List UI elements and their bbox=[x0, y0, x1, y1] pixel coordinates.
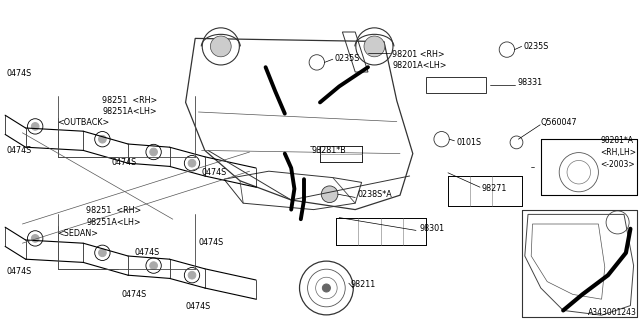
Circle shape bbox=[321, 186, 338, 203]
Text: 98251  <RH>: 98251 <RH> bbox=[102, 96, 157, 105]
Text: 98251  <RH>: 98251 <RH> bbox=[86, 206, 141, 215]
Text: A343001243: A343001243 bbox=[588, 308, 637, 317]
Text: 0474S: 0474S bbox=[134, 248, 159, 257]
Text: 0235S: 0235S bbox=[524, 42, 549, 51]
Text: 0101S: 0101S bbox=[456, 138, 481, 147]
Text: 98211: 98211 bbox=[351, 280, 376, 289]
Circle shape bbox=[188, 159, 196, 167]
Text: 0474S: 0474S bbox=[198, 238, 223, 247]
Text: 98301: 98301 bbox=[420, 224, 445, 233]
Circle shape bbox=[31, 123, 39, 130]
Text: 98331: 98331 bbox=[517, 78, 542, 87]
Text: 0474S: 0474S bbox=[6, 146, 31, 155]
Text: 98281*A
<RH,LH>
<-2003>: 98281*A <RH,LH> <-2003> bbox=[600, 136, 636, 169]
Circle shape bbox=[99, 249, 106, 257]
Text: 98281*B: 98281*B bbox=[312, 146, 346, 155]
Text: 0474S: 0474S bbox=[122, 290, 147, 299]
Circle shape bbox=[211, 36, 231, 57]
Text: 0474S: 0474S bbox=[186, 302, 211, 311]
Text: 98251A<LH>: 98251A<LH> bbox=[102, 107, 157, 116]
Circle shape bbox=[31, 235, 39, 242]
Text: 0238S*A: 0238S*A bbox=[357, 190, 392, 199]
Text: 0235S: 0235S bbox=[334, 54, 360, 63]
Text: Q560047: Q560047 bbox=[541, 118, 577, 127]
Circle shape bbox=[188, 271, 196, 279]
Text: 98271: 98271 bbox=[481, 184, 507, 193]
Text: 0474S: 0474S bbox=[6, 69, 31, 78]
Text: 0474S: 0474S bbox=[202, 168, 227, 177]
Text: 98201A<LH>: 98201A<LH> bbox=[392, 61, 447, 70]
Bar bbox=[426, 77, 486, 93]
Text: <SEDAN>: <SEDAN> bbox=[58, 229, 99, 238]
Circle shape bbox=[150, 262, 157, 269]
Circle shape bbox=[364, 36, 385, 57]
Circle shape bbox=[323, 284, 330, 292]
Circle shape bbox=[150, 148, 157, 156]
Text: <OUTBACK>: <OUTBACK> bbox=[58, 118, 110, 127]
Circle shape bbox=[99, 135, 106, 143]
Text: 98251A<LH>: 98251A<LH> bbox=[86, 218, 141, 227]
Text: 0474S: 0474S bbox=[6, 267, 31, 276]
Text: 98201 <RH>: 98201 <RH> bbox=[392, 50, 445, 59]
Text: 0474S: 0474S bbox=[112, 158, 137, 167]
